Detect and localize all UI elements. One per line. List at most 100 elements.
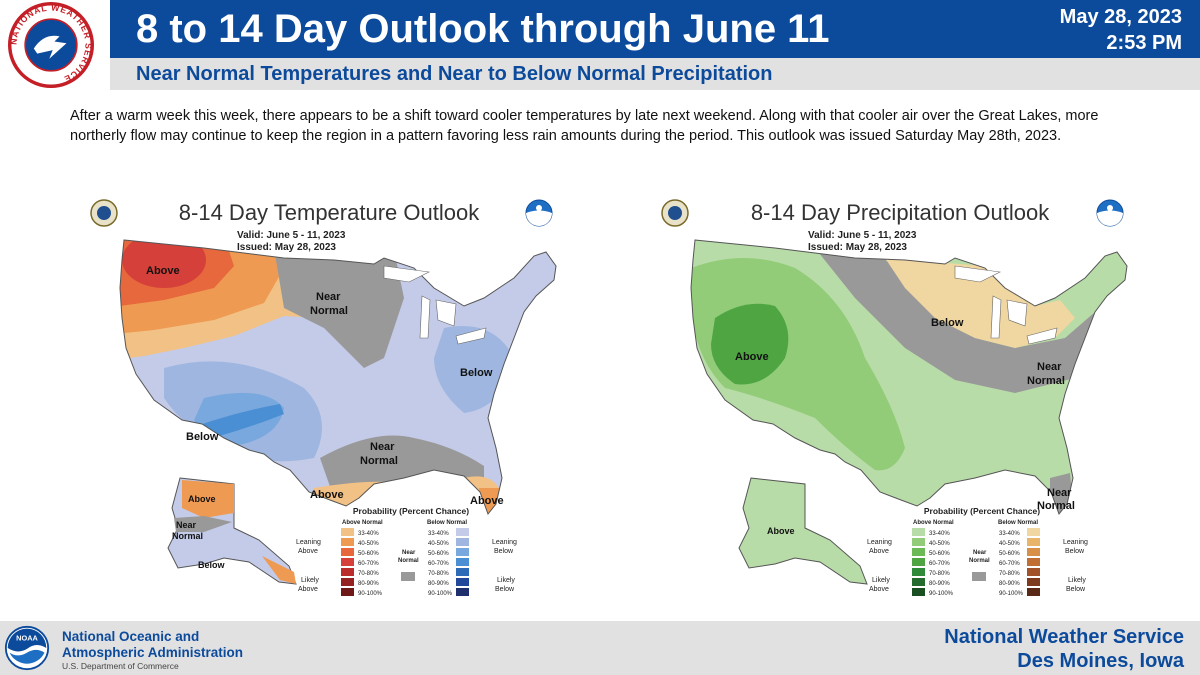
department: U.S. Department of Commerce [62,661,179,671]
precipitation-issued-date: Issued: May 28, 2023 [808,242,907,253]
legend-swatch-right-4 [456,568,469,576]
legend-bin-right-4: 70-80% [999,571,1020,577]
legend-swatch-left-5 [341,578,354,586]
legend-leaning-left-1: Leaning [867,539,892,546]
temp-label-near-ak-1: Near [176,520,197,530]
precip-label-near-se-2: Normal [1037,500,1075,512]
footer: NOAA National Oceanic and Atmospheric Ad… [0,621,1200,675]
legend-bin-right-0: 33-40% [999,531,1020,537]
agency-line-1: National Oceanic and [62,629,200,644]
legend-near-2: Normal [969,558,990,564]
precipitation-alaska [738,477,868,585]
temperature-alaska-near [174,516,232,532]
temp-label-below-east: Below [460,367,493,379]
legend-bin-right-2: 50-60% [999,551,1020,557]
legend-near-swatch [972,572,986,581]
legend-col-left: Above Normal [913,520,954,526]
legend-likely-left-1: Likely [301,577,319,584]
legend-swatch-left-5 [912,578,925,586]
legend-swatch-left-1 [912,538,925,546]
precipitation-valid-dates: Valid: June 5 - 11, 2023 [808,230,917,241]
precipitation-outlook-map: 8-14 Day Precipitation Outlook Valid: Ju… [655,188,1160,608]
legend-leaning-left-1: Leaning [296,539,321,546]
legend-leaning-right-2: Below [494,548,514,555]
precipitation-conus-shading [691,240,1127,514]
legend-swatch-right-0 [456,528,469,536]
legend-bin-left-5: 80-90% [358,581,379,587]
commerce-seal-icon [661,199,689,227]
legend-swatch-left-3 [912,558,925,566]
noaa-logo: NOAA [4,625,50,671]
precip-label-near-se-1: Near [1047,487,1072,499]
legend-swatch-left-2 [912,548,925,556]
legend-title: Probability (Percent Chance) [353,506,469,516]
issue-date: May 28, 2023 [1059,6,1182,28]
legend-swatch-right-4 [1027,568,1040,576]
outlook-description: After a warm week this week, there appea… [70,108,1099,144]
office-line-2: Des Moines, Iowa [1017,650,1184,672]
legend-bin-left-3: 60-70% [358,561,379,567]
office-line-1: National Weather Service [944,626,1184,648]
legend-bin-right-6: 90-100% [428,591,453,597]
legend-bin-right-3: 60-70% [428,561,449,567]
legend-leaning-right-1: Leaning [492,539,517,546]
issue-time: 2:53 PM [1106,32,1182,54]
legend-bin-right-1: 40-50% [428,541,449,547]
legend-swatch-right-6 [456,588,469,596]
legend-near-swatch [401,572,415,581]
precipitation-legend: Probability (Percent Chance) Above Norma… [867,506,1088,597]
subtitle-band [110,58,1200,90]
legend-swatch-right-2 [1027,548,1040,556]
temperature-alaska-above [182,480,234,518]
legend-swatch-left-0 [912,528,925,536]
temperature-alaska-panhandle [262,556,296,584]
precipitation-map-svg: 8-14 Day Precipitation Outlook Valid: Ju… [661,199,1128,597]
legend-bin-left-1: 40-50% [358,541,379,547]
legend-leaning-left-2: Above [298,548,318,555]
legend-rows: 33-40% 33-40% 40-50% 40-50% 50-60% 50-60% 60-7… [912,528,1040,597]
temp-label-near-south-2: Normal [360,455,398,467]
legend-bin-left-1: 40-50% [929,541,950,547]
legend-likely-left-1: Likely [872,577,890,584]
legend-swatch-right-0 [1027,528,1040,536]
temp-label-above-gulf: Above [310,489,344,501]
legend-col-right: Below Normal [998,520,1038,526]
office-name: National Weather Service Des Moines, Iow… [944,625,1184,673]
legend-likely-left-2: Above [298,586,318,593]
precip-label-near-east-1: Near [1037,361,1062,373]
legend-swatch-left-3 [341,558,354,566]
precipitation-map-title: 8-14 Day Precipitation Outlook [751,200,1050,225]
noaa-name: National Oceanic and Atmospheric Adminis… [62,629,243,661]
legend-likely-right-1: Likely [1068,577,1086,584]
legend-bin-left-6: 90-100% [358,591,383,597]
legend-near-2: Normal [398,558,419,564]
legend-swatch-left-0 [341,528,354,536]
legend-swatch-left-2 [341,548,354,556]
temperature-map-svg: 8-14 Day Temperature Outlook Valid: June… [90,199,557,597]
temp-label-above-nw: Above [146,265,180,277]
commerce-seal-icon [90,199,118,227]
legend-bin-left-6: 90-100% [929,591,954,597]
legend-bin-left-0: 33-40% [929,531,950,537]
legend-bin-right-6: 90-100% [999,591,1024,597]
legend-swatch-right-3 [1027,558,1040,566]
page-subtitle: Near Normal Temperatures and Near to Bel… [136,63,773,85]
precip-label-near-east-2: Normal [1027,375,1065,387]
legend-col-right: Below Normal [427,520,467,526]
legend-bin-right-2: 50-60% [428,551,449,557]
header: NATIONAL WEATHER SERVICE 8 to 14 Day Out… [0,0,1200,90]
legend-likely-right-1: Likely [497,577,515,584]
legend-likely-right-2: Below [495,586,515,593]
legend-bin-left-2: 50-60% [929,551,950,557]
legend-swatch-left-4 [912,568,925,576]
legend-swatch-right-2 [456,548,469,556]
legend-swatch-left-6 [341,588,354,596]
legend-swatch-left-1 [341,538,354,546]
legend-bin-left-4: 70-80% [358,571,379,577]
legend-leaning-right-2: Below [1065,548,1085,555]
legend-bin-right-5: 80-90% [999,581,1020,587]
legend-swatch-left-6 [912,588,925,596]
issue-datetime: May 28, 2023 2:53 PM [1060,4,1182,56]
temp-label-near-north-2: Normal [310,305,348,317]
temperature-outlook-map: 8-14 Day Temperature Outlook Valid: June… [84,188,589,608]
